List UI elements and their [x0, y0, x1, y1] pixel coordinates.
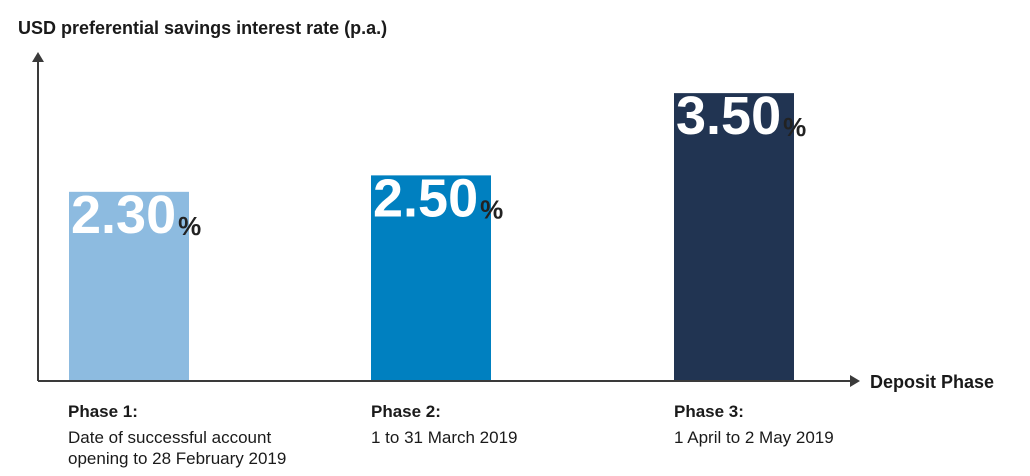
phase-2-description: 1 to 31 March 2019	[371, 428, 518, 447]
phase-3-title: Phase 3:	[674, 402, 744, 421]
bar-phase-2	[371, 175, 491, 381]
percent-sign-phase-3: %	[783, 112, 806, 142]
value-label-phase-3: 3.50	[676, 86, 781, 146]
percent-sign-phase-1: %	[178, 211, 201, 241]
x-axis-arrow	[850, 375, 860, 387]
y-axis-arrow	[32, 52, 44, 62]
phase-2-title: Phase 2:	[371, 402, 441, 421]
value-label-phase-1: 2.30	[71, 185, 176, 245]
y-axis-label: USD preferential savings interest rate (…	[18, 18, 388, 38]
bar-phase-1	[69, 191, 189, 381]
phase-3-description: 1 April to 2 May 2019	[674, 428, 834, 447]
x-axis-label: Deposit Phase	[870, 372, 995, 392]
phase-1-title: Phase 1:	[68, 402, 138, 421]
phase-1-description: Date of successful account opening to 28…	[68, 428, 287, 468]
phase-3-label: Phase 3: 1 April to 2 May 2019	[674, 401, 934, 448]
phase-1-label: Phase 1: Date of successful account open…	[68, 401, 328, 469]
bar-phase-3	[674, 93, 794, 381]
value-label-phase-2: 2.50	[373, 168, 478, 228]
phase-2-label: Phase 2: 1 to 31 March 2019	[371, 401, 631, 448]
percent-sign-phase-2: %	[480, 194, 503, 224]
